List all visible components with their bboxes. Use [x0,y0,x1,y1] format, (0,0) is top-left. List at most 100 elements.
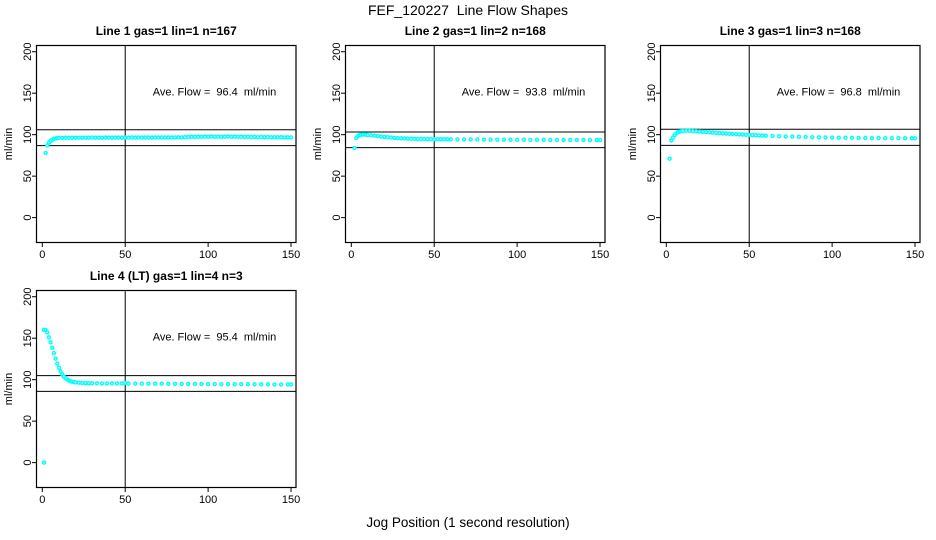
data-point-center [568,139,571,141]
data-point-center [121,136,123,139]
data-point-center [897,137,900,139]
data-points [351,132,602,151]
data-point-center [194,136,196,138]
panel-line-2: Line 2 gas=1 lin=2 n=168 ml/min 0 50 100 150 0… [312,24,609,261]
data-point-center [672,136,674,139]
x-tick-label: 100 [199,249,217,261]
data-point-center [751,134,754,136]
data-point-center [379,135,382,138]
data-point-center [243,136,246,138]
data-point-center [44,329,47,331]
data-point-center [416,138,418,140]
data-point-center [711,131,714,134]
data-point-center [373,134,375,137]
data-point-center [353,147,355,149]
data-point-center [698,130,701,133]
x-tick-label: 150 [590,249,608,261]
data-point-center [708,131,711,134]
data-point-center [141,382,143,385]
data-point-center [778,135,780,137]
data-point-center [682,130,684,132]
data-point-center [495,138,498,141]
data-point-center [46,144,49,147]
data-point-center [101,136,103,139]
data-point-center [46,331,49,334]
data-point-center [811,136,813,138]
data-point-center [64,136,67,139]
data-point-center [688,130,691,132]
data-point-center [144,136,146,139]
data-point-center [535,139,538,141]
data-point-center [286,136,289,139]
data-point-center [84,382,87,384]
data-point-center [58,137,60,139]
panel-title: Line 4 (LT) gas=1 lin=4 n=3 [90,270,243,283]
x-tick-label: 150 [906,249,924,261]
data-point-center [48,336,50,339]
panel-title: Line 1 gas=1 lin=1 n=167 [96,24,237,38]
data-point-center [877,137,880,139]
x-tick-label: 50 [428,249,440,261]
data-point-center [260,383,262,386]
data-point-center [555,139,558,141]
data-point-center [207,383,209,385]
data-point-center [685,130,687,132]
data-point-center [247,383,249,385]
data-point-center [154,136,156,139]
x-tick-label: 150 [282,494,300,506]
y-tick-label: 50 [22,415,34,427]
data-point-center [247,136,249,138]
data-point-center [771,135,774,137]
data-point-center [765,134,767,137]
data-point-center [230,136,233,138]
x-tick-label: 50 [119,249,131,261]
data-point-center [280,383,282,386]
data-point-center [111,136,113,139]
data-point-center [214,383,216,385]
data-point-center [735,133,737,136]
x-tick-label: 0 [348,249,354,261]
data-point-center [476,138,478,141]
y-tick-label: 0 [646,215,658,221]
data-point-center [383,136,385,138]
data-point-center [74,381,77,384]
data-point-center [482,138,485,141]
data-point-center [755,134,757,136]
y-tick-label: 0 [330,215,342,221]
data-point-center [522,138,525,141]
data-point-center [187,383,189,385]
data-point-center [758,134,760,137]
data-point-center [884,137,886,139]
x-tick-label: 100 [823,249,841,261]
data-point-center [124,136,126,139]
data-point-center [147,382,150,385]
data-point-center [515,138,518,141]
data-point-center [111,382,113,385]
data-point-center [705,131,707,133]
data-point-center [97,136,100,139]
data-point-center [61,373,63,376]
y-tick-label: 100 [22,125,34,143]
data-point-center [127,382,130,385]
data-point-center [718,132,721,134]
data-point-center [74,136,77,139]
data-point-center [96,382,98,385]
data-points [667,128,918,161]
ave-flow-label: Ave. Flow = 96.8 ml/min [777,87,901,99]
data-point-center [78,381,80,384]
data-point-center [190,135,193,138]
data-point-center [891,137,893,139]
data-point-center [106,382,108,385]
data-point-center [399,137,402,140]
data-point-center [283,136,286,139]
data-point-center [542,139,544,141]
y-axis-label: ml/min [312,128,324,160]
data-point-center [423,138,425,140]
data-point-center [575,139,578,141]
data-point-center [223,135,226,138]
data-point-center [200,136,203,138]
y-tick-label: 150 [646,84,658,102]
data-point-center [184,136,186,138]
y-axis-label: ml/min [3,373,15,405]
data-point-center [864,137,867,139]
